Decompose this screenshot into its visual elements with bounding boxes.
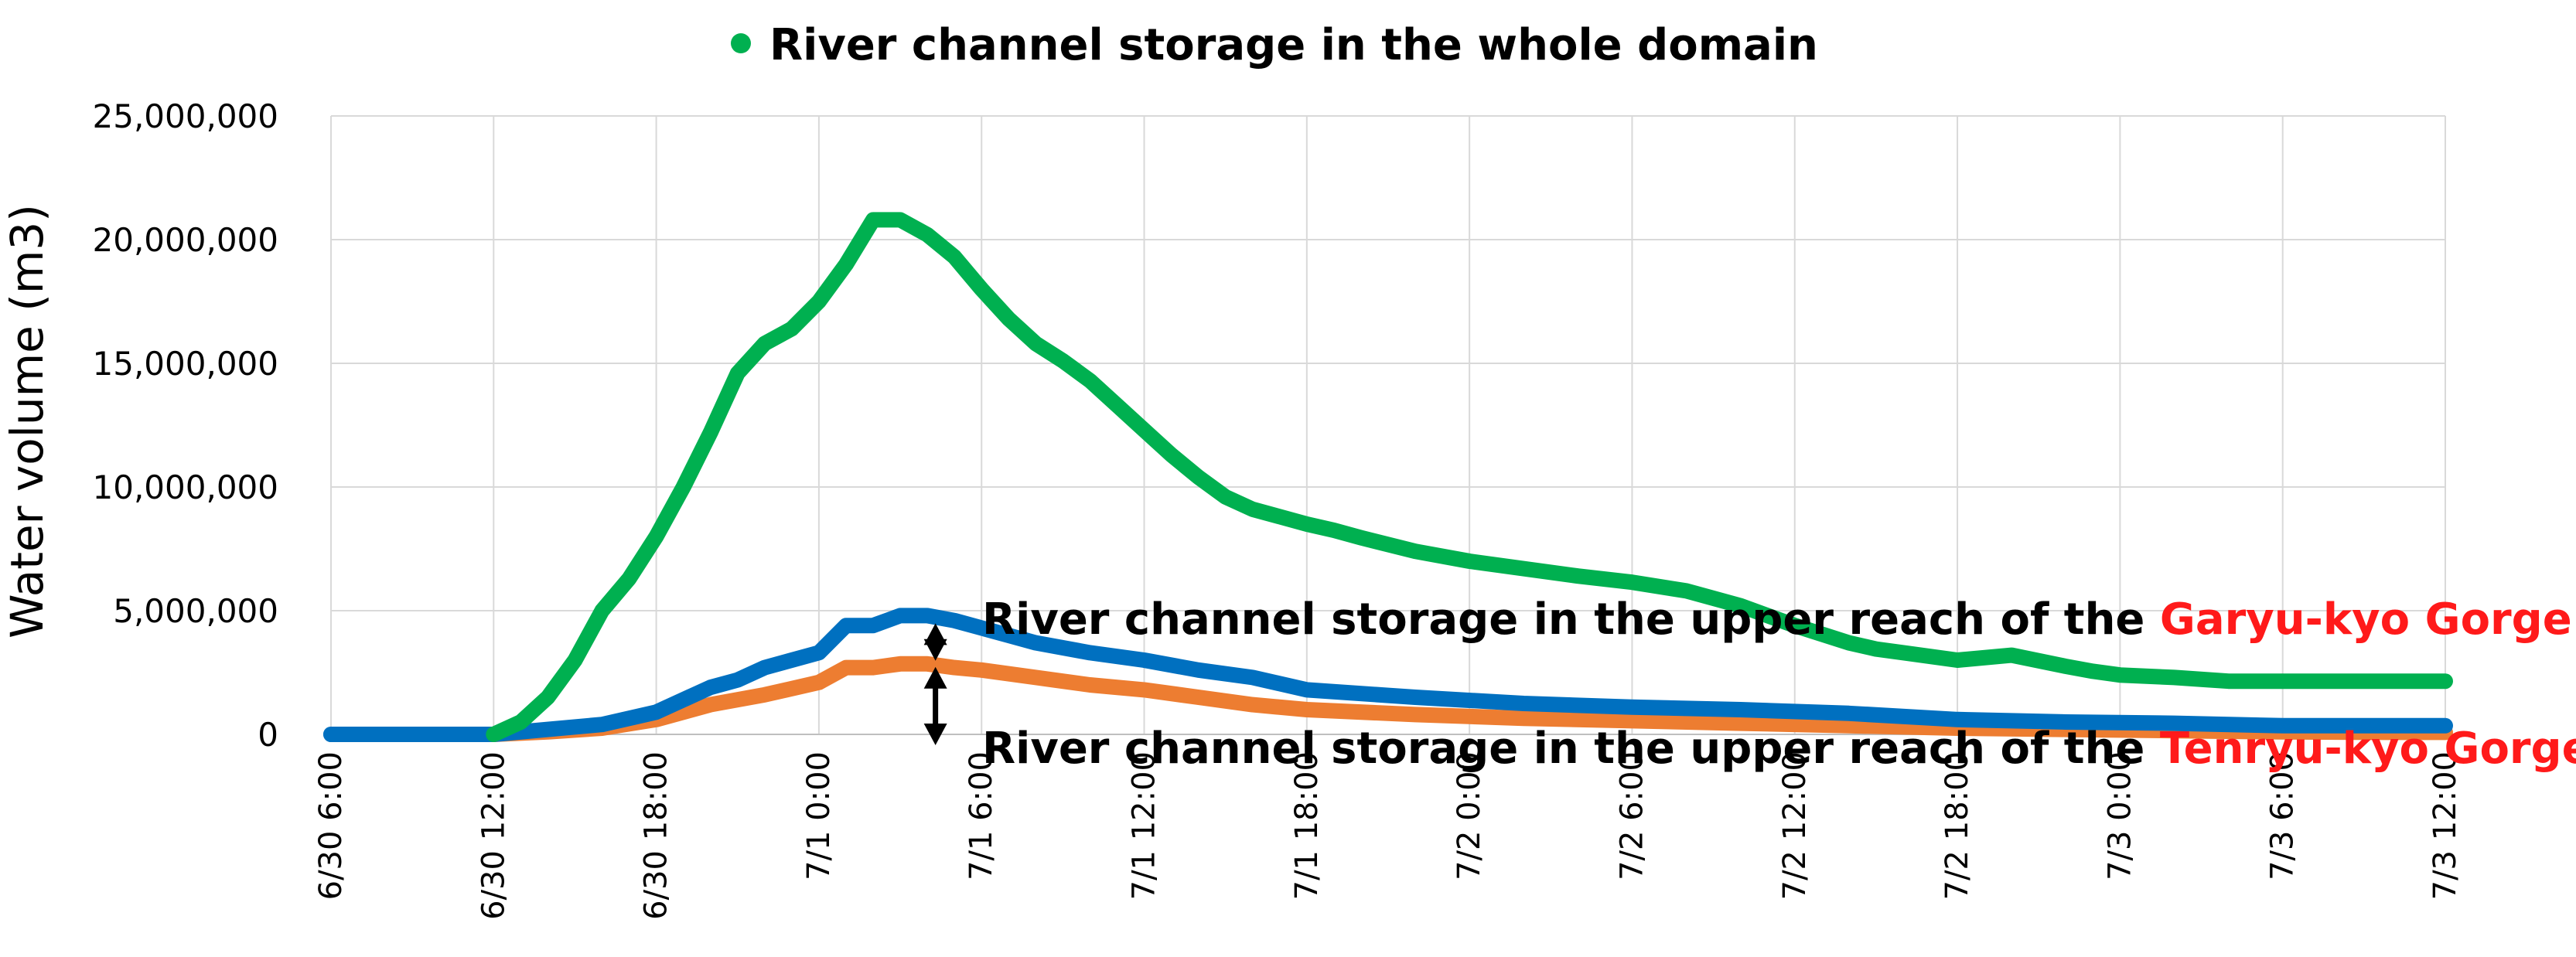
legend-marker-whole-domain — [731, 33, 751, 53]
x-tick-label-9: 7/2 12:00 — [1777, 751, 1813, 900]
annotation-garyu-kyo: River channel storage in the upper reach… — [982, 594, 2572, 645]
x-tick-label-12: 7/3 6:00 — [2265, 751, 2301, 880]
x-tick-label-6: 7/1 18:00 — [1289, 751, 1325, 900]
x-tick-label-11: 7/3 0:00 — [2102, 751, 2138, 880]
series-line-0 — [486, 212, 2453, 742]
y-axis-ticks: 0 5,000,000 10,000,000 15,000,000 20,000,000… — [93, 97, 278, 754]
y-tick-label-2: 10,000,000 — [93, 468, 278, 506]
x-tick-label-1: 6/30 12:00 — [476, 751, 511, 920]
x-tick-label-10: 7/2 18:00 — [1940, 751, 1975, 900]
annotation-tenryu-kyo-highlight: Tenryu-kyo Gorge — [2160, 724, 2576, 774]
arrow-tenryu-kyo-head-top — [923, 666, 947, 689]
x-tick-label-7: 7/2 0:00 — [1452, 751, 1487, 880]
y-tick-label-3: 15,000,000 — [93, 345, 278, 383]
arrow-garyu-kyo-head-bottom — [923, 639, 947, 661]
arrow-tenryu-kyo-head-bottom — [923, 724, 947, 745]
series-layer — [323, 212, 2453, 742]
y-tick-label-1: 5,000,000 — [113, 592, 278, 630]
annotation-arrows — [923, 623, 947, 745]
annotation-tenryu-kyo-prefix: River channel storage in the upper reach… — [982, 724, 2160, 774]
series-line-1 — [323, 608, 2453, 742]
series-line-2 — [486, 656, 2453, 742]
y-tick-label-4: 20,000,000 — [93, 221, 278, 259]
x-tick-label-8: 7/2 6:00 — [1614, 751, 1650, 880]
x-tick-label-5: 7/1 12:00 — [1127, 751, 1162, 900]
gridlines — [330, 115, 2446, 735]
x-tick-label-4: 7/1 6:00 — [964, 751, 999, 880]
x-axis-ticks: 6/30 6:00 6/30 12:00 6/30 18:00 7/1 0:00 7/1… — [313, 751, 2463, 920]
legend-label-whole-domain: River channel storage in the whole domai… — [769, 20, 1818, 70]
x-tick-label-3: 7/1 0:00 — [801, 751, 837, 880]
x-tick-label-0: 6/30 6:00 — [313, 751, 349, 900]
annotation-garyu-kyo-highlight: Garyu-kyo Gorge — [2160, 594, 2572, 645]
x-tick-label-2: 6/30 18:00 — [639, 751, 674, 920]
arrow-garyu-kyo — [923, 623, 947, 661]
y-tick-label-0: 0 — [258, 716, 278, 754]
annotation-garyu-kyo-prefix: River channel storage in the upper reach… — [982, 594, 2160, 645]
x-tick-label-13: 7/3 12:00 — [2428, 751, 2463, 900]
y-axis-label: Water volume (m3) — [1, 204, 53, 639]
y-tick-label-5: 25,000,000 — [93, 97, 278, 135]
series-1-point-start — [323, 727, 339, 742]
annotation-tenryu-kyo: River channel storage in the upper reach… — [982, 724, 2576, 774]
arrow-tenryu-kyo — [923, 666, 947, 745]
legend: River channel storage in the whole domai… — [731, 20, 1818, 70]
